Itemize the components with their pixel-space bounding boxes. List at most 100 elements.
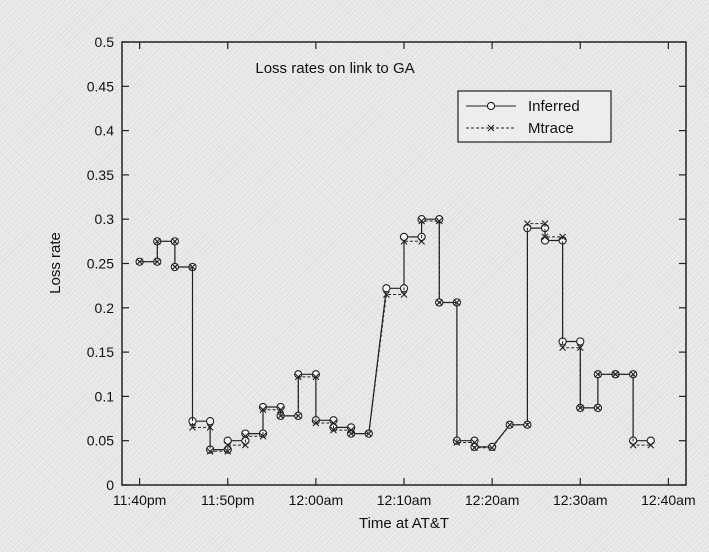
data-point-mtrace [330, 426, 337, 434]
data-point-mtrace [400, 291, 408, 298]
data-point-mtrace [453, 299, 461, 306]
data-point-mtrace [171, 263, 179, 271]
data-point-inferred [205, 417, 215, 426]
data-point-inferred [258, 402, 268, 412]
data-point-inferred [540, 236, 550, 245]
y-tick-label: 0.25 [87, 256, 114, 272]
legend-marker-mtrace [487, 124, 495, 132]
x-tick-label: 12:10am [377, 492, 431, 508]
data-point-mtrace [647, 441, 655, 449]
legend: Inferred Mtrace [457, 90, 612, 143]
data-point-mtrace [541, 233, 549, 241]
series-mtrace [136, 217, 655, 455]
data-point-mtrace [400, 237, 408, 245]
x-tick-label: 11:40pm [113, 492, 166, 508]
data-point-mtrace [365, 430, 373, 438]
legend-label-inferred: Inferred [528, 98, 580, 115]
data-point-inferred [276, 402, 285, 412]
y-tick-label: 0.35 [87, 167, 114, 183]
legend-box [457, 90, 612, 143]
series-line-mtrace [139, 220, 651, 452]
x-tick-label: 12:20am [465, 492, 519, 508]
data-point-mtrace [471, 444, 478, 452]
data-point-mtrace [294, 412, 302, 420]
data-point-mtrace [471, 439, 478, 446]
data-point-inferred [311, 370, 321, 379]
data-point-mtrace [241, 441, 249, 449]
data-point-mtrace [435, 299, 443, 306]
data-point-mtrace [506, 421, 514, 429]
data-point-mtrace [224, 441, 232, 449]
series-inferred [135, 215, 655, 454]
data-point-inferred [576, 337, 585, 346]
data-point-mtrace [418, 217, 426, 225]
data-point-inferred [223, 436, 232, 445]
data-point-mtrace [277, 406, 285, 414]
data-point-inferred [382, 284, 391, 293]
y-tick-label: 0.5 [95, 34, 115, 50]
series-layer [135, 215, 655, 455]
data-point-mtrace [136, 258, 144, 266]
data-point-mtrace [594, 370, 602, 378]
data-point-mtrace [523, 220, 531, 228]
data-point-mtrace [541, 220, 549, 228]
data-point-mtrace [559, 344, 567, 352]
data-point-mtrace [382, 291, 390, 298]
data-point-mtrace [206, 447, 214, 455]
data-point-mtrace [488, 444, 496, 452]
data-point-mtrace [259, 432, 267, 440]
data-point-mtrace [559, 233, 567, 241]
data-point-inferred [487, 442, 497, 452]
x-axis-ticks: 11:40pm 11:50pm 12:00am 12:10am 12:20am 12:30… [113, 42, 696, 508]
y-tick-label: 0 [106, 477, 114, 493]
data-point-inferred [646, 436, 655, 445]
y-axis-ticks: 0 0.05 0.1 0.15 0.2 0.25 0.3 0.35 0.4 0.45 0.5 [87, 34, 686, 493]
y-tick-label: 0.15 [87, 344, 114, 360]
data-point-mtrace [629, 441, 637, 449]
y-tick-label: 0.4 [95, 123, 115, 139]
data-point-mtrace [312, 373, 320, 381]
data-point-mtrace [189, 424, 196, 431]
data-point-mtrace [224, 447, 232, 455]
chart-title: Loss rates on link to GA [255, 60, 414, 77]
data-point-mtrace [189, 263, 196, 271]
data-point-mtrace [435, 217, 443, 225]
legend-marker-inferred [486, 101, 496, 111]
data-point-mtrace [171, 237, 179, 245]
y-tick-label: 0.1 [95, 388, 115, 404]
data-point-inferred [294, 370, 303, 379]
data-point-mtrace [594, 404, 602, 412]
data-point-inferred [399, 232, 409, 242]
series-line-inferred [139, 218, 651, 451]
x-tick-label: 12:30am [553, 492, 607, 508]
data-point-mtrace [330, 419, 337, 427]
y-tick-label: 0.45 [87, 78, 114, 94]
data-point-mtrace [241, 432, 249, 440]
data-point-mtrace [294, 373, 302, 381]
data-point-mtrace [206, 424, 214, 431]
data-point-mtrace [312, 419, 320, 427]
y-axis-label: Loss rate [47, 232, 64, 294]
x-axis-label: Time at AT&T [359, 515, 449, 532]
x-tick-label: 12:40am [641, 492, 695, 508]
data-point-mtrace [523, 421, 531, 429]
data-point-mtrace [629, 370, 637, 378]
data-point-mtrace [453, 439, 461, 446]
data-point-mtrace [612, 370, 619, 378]
data-point-mtrace [418, 237, 426, 245]
data-point-mtrace [153, 258, 161, 266]
y-tick-label: 0.3 [95, 211, 115, 227]
y-tick-label: 0.05 [87, 433, 114, 449]
x-tick-label: 12:00am [289, 492, 343, 508]
legend-label-mtrace: Mtrace [528, 120, 574, 137]
x-tick-label: 11:50pm [201, 492, 254, 508]
data-point-mtrace [277, 412, 285, 420]
data-point-mtrace [153, 237, 161, 245]
data-point-mtrace [576, 344, 584, 352]
data-point-mtrace [347, 430, 355, 438]
data-point-mtrace [576, 404, 584, 412]
y-tick-label: 0.2 [95, 300, 115, 316]
data-point-mtrace [259, 406, 267, 414]
